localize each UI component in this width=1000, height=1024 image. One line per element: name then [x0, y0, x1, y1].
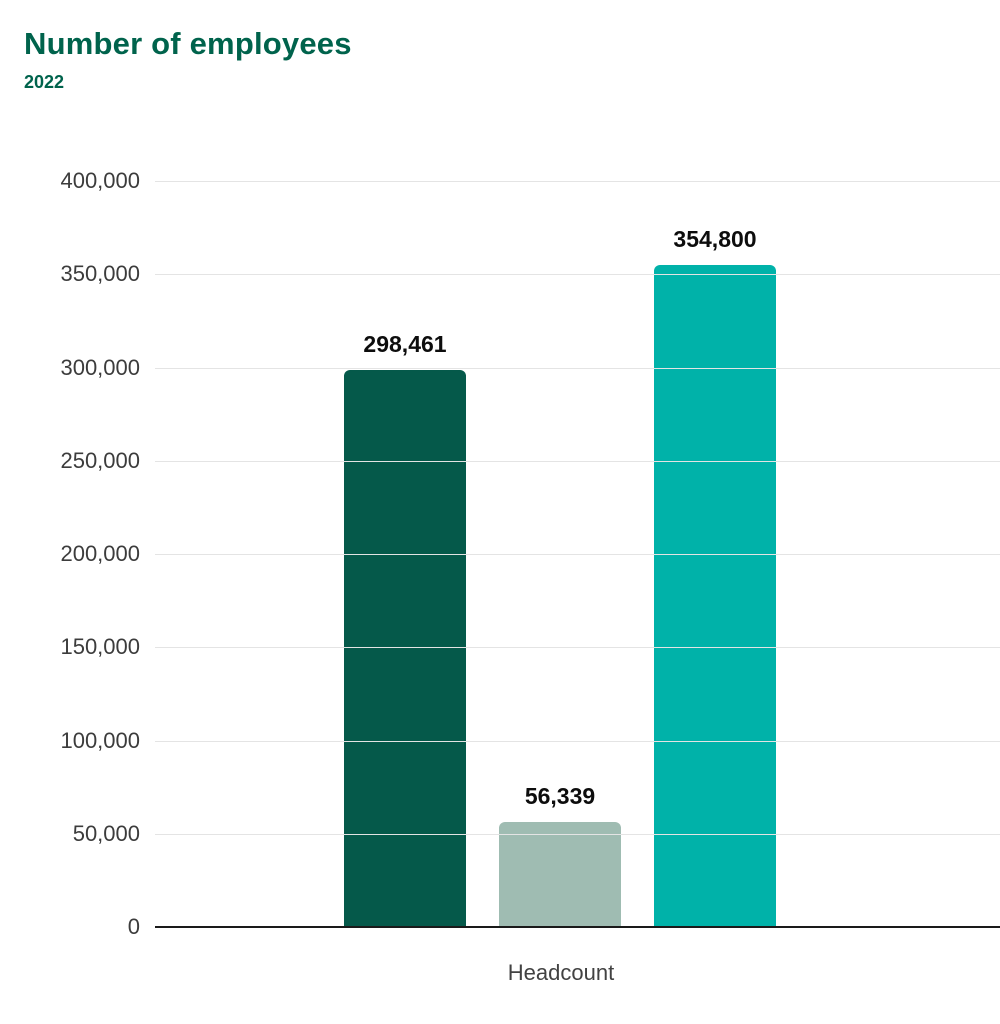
chart-subtitle: 2022 [24, 72, 65, 92]
y-tick-label: 0 [127, 914, 140, 939]
bar-value-label: 298,461 [363, 331, 447, 357]
y-tick-label: 250,000 [60, 447, 140, 473]
bar: 298,461 [344, 331, 466, 927]
gridline [155, 367, 1000, 369]
gridline [155, 647, 1000, 649]
bar-group: 298,461 56,339 354,800 [344, 181, 776, 927]
x-axis-label: Headcount [507, 960, 615, 985]
y-tick-label: 50,000 [72, 820, 140, 846]
bar-value-label: 56,339 [524, 783, 596, 809]
gridline [155, 274, 1000, 276]
x-axis-line [155, 926, 1000, 928]
y-tick-label: 200,000 [60, 541, 140, 566]
bar: 56,339 [499, 783, 621, 927]
bar-value-label: 354,800 [673, 226, 757, 252]
chart-title: Number of employees [24, 26, 352, 61]
gridline [155, 460, 1000, 462]
y-tick-label: 100,000 [60, 727, 140, 753]
plot-area: 298,461 56,339 354,800 Headcount 0 50,000 10… [60, 170, 1000, 985]
y-tick-label: 400,000 [60, 168, 140, 193]
bar: 354,800 [654, 226, 776, 927]
y-tick-label: 350,000 [60, 261, 140, 287]
y-tick-label: 150,000 [60, 634, 140, 660]
gridline [155, 554, 1000, 555]
gridline [155, 740, 1000, 742]
chart-header: Number of employees 2022 [24, 26, 352, 93]
y-tick-label: 300,000 [60, 354, 140, 380]
gridline [155, 833, 1000, 835]
gridline [155, 181, 1000, 182]
